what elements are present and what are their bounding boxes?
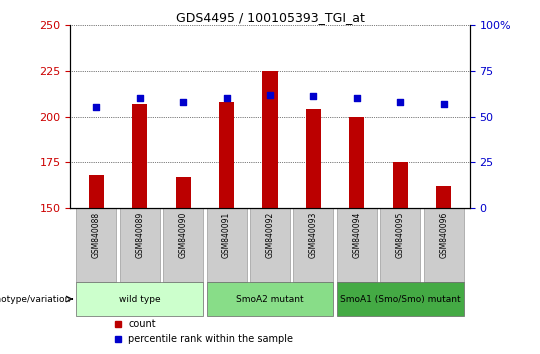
Bar: [262, 71, 278, 208]
Bar: [380, 208, 420, 282]
Bar: [176, 177, 191, 208]
Text: count: count: [128, 319, 156, 329]
Bar: [120, 208, 160, 282]
Text: SmoA1 (Smo/Smo) mutant: SmoA1 (Smo/Smo) mutant: [340, 295, 461, 303]
Text: GSM840090: GSM840090: [179, 212, 187, 258]
Text: GSM840095: GSM840095: [396, 212, 405, 258]
Bar: [337, 282, 464, 316]
Point: [440, 101, 448, 107]
Bar: [337, 208, 377, 282]
Text: GSM840092: GSM840092: [266, 212, 274, 258]
Point: [136, 95, 144, 101]
Bar: [250, 208, 290, 282]
Title: GDS4495 / 100105393_TGI_at: GDS4495 / 100105393_TGI_at: [176, 11, 364, 24]
Text: genotype/variation: genotype/variation: [0, 295, 71, 303]
Bar: [293, 208, 333, 282]
Text: GSM840096: GSM840096: [439, 212, 448, 258]
Bar: [436, 186, 451, 208]
Bar: [132, 104, 147, 208]
Text: GSM840089: GSM840089: [135, 212, 144, 258]
Bar: [76, 282, 203, 316]
Text: SmoA2 mutant: SmoA2 mutant: [236, 295, 304, 303]
Bar: [76, 208, 116, 282]
Bar: [393, 162, 408, 208]
Bar: [163, 208, 203, 282]
Point: [396, 99, 404, 105]
Bar: [306, 109, 321, 208]
Text: percentile rank within the sample: percentile rank within the sample: [128, 334, 293, 344]
Point: [179, 99, 187, 105]
Point: [92, 104, 100, 110]
Text: wild type: wild type: [119, 295, 160, 303]
Bar: [219, 102, 234, 208]
Point: [266, 92, 274, 97]
Bar: [207, 208, 247, 282]
Point: [353, 95, 361, 101]
Text: GSM840091: GSM840091: [222, 212, 231, 258]
Bar: [207, 282, 333, 316]
Bar: [89, 175, 104, 208]
Point: [309, 93, 318, 99]
Bar: [349, 116, 364, 208]
Bar: [424, 208, 464, 282]
Text: GSM840088: GSM840088: [92, 212, 101, 258]
Text: GSM840094: GSM840094: [353, 212, 361, 258]
Text: GSM840093: GSM840093: [309, 212, 318, 258]
Point: [222, 95, 231, 101]
